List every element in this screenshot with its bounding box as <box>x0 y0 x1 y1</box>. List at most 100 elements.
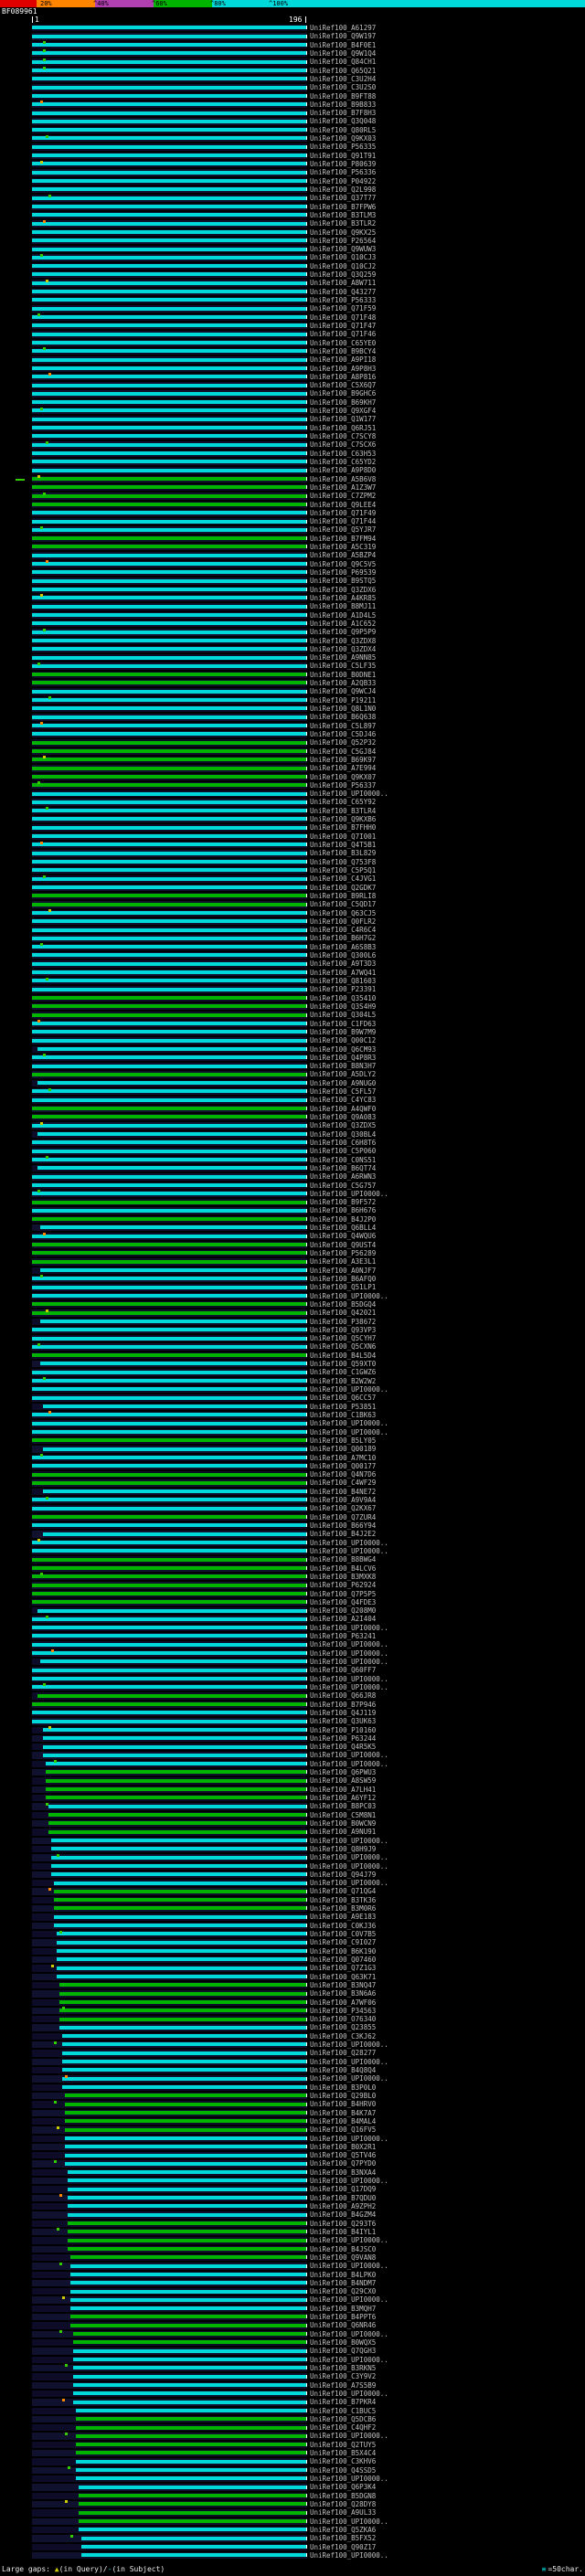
hit-bar[interactable] <box>32 1523 307 1528</box>
hit-bar[interactable] <box>32 1208 307 1213</box>
hit-bar[interactable] <box>32 229 307 234</box>
hit-label[interactable]: UniRef100_Q9KXB6 <box>310 815 377 824</box>
hit-label[interactable]: UniRef100_B4J2P0 <box>310 1214 377 1224</box>
hit-label[interactable]: UniRef100_A2QB33 <box>310 679 377 688</box>
hit-bar[interactable] <box>46 1770 307 1775</box>
hit-bar[interactable] <box>32 426 307 430</box>
hit-label[interactable]: UniRef100_C3KHV6 <box>310 2457 377 2466</box>
hit-label[interactable]: UniRef100_B6K190 <box>310 1946 377 1956</box>
hit-label[interactable]: UniRef100_C7ZPM2 <box>310 492 377 501</box>
hit-bar[interactable] <box>32 1123 307 1128</box>
hit-label[interactable]: UniRef100_Q3Q259 <box>310 270 377 280</box>
hit-bar[interactable] <box>68 2221 307 2226</box>
hit-bar[interactable] <box>32 298 307 302</box>
hit-label[interactable]: UniRef100_Q5CYH7 <box>310 1334 377 1343</box>
hit-bar[interactable] <box>32 1344 307 1349</box>
hit-bar[interactable] <box>46 1778 307 1783</box>
hit-bar[interactable] <box>32 221 307 226</box>
hit-label[interactable]: UniRef100_UPI0000.. <box>310 1546 388 1555</box>
hit-bar[interactable] <box>32 1038 307 1043</box>
hit-label[interactable]: UniRef100_A9NU91 <box>310 1828 377 1837</box>
hit-label[interactable]: UniRef100_P53851 <box>310 1402 377 1411</box>
hit-label[interactable]: UniRef100_P62924 <box>310 1581 377 1590</box>
hit-bar[interactable] <box>32 255 307 260</box>
hit-label[interactable]: UniRef100_P34563 <box>310 2006 377 2015</box>
hit-bar[interactable] <box>32 162 307 166</box>
hit-label[interactable]: UniRef100_Q00177 <box>310 1461 377 1470</box>
hit-label[interactable]: UniRef100_A1Z3W7 <box>310 482 377 492</box>
hit-bar[interactable] <box>32 400 307 405</box>
hit-label[interactable]: UniRef100_Q7I001 <box>310 832 377 841</box>
hit-bar[interactable] <box>32 945 307 949</box>
hit-label[interactable]: UniRef100_B4NDM7 <box>310 2278 377 2287</box>
hit-bar[interactable] <box>32 1089 307 1094</box>
hit-label[interactable]: UniRef100_UPI0000.. <box>310 1853 388 1862</box>
hit-label[interactable]: UniRef100_B4K7A7 <box>310 2108 377 2117</box>
hit-bar[interactable] <box>32 1395 307 1400</box>
hit-label[interactable]: UniRef100_B7FM94 <box>310 534 377 543</box>
hit-label[interactable]: UniRef100_UPI0000.. <box>310 1648 388 1658</box>
hit-label[interactable]: UniRef100_B4HRV0 <box>310 2100 377 2109</box>
hit-bar[interactable] <box>32 1370 307 1374</box>
hit-label[interactable]: UniRef100_B3P0L0 <box>310 2083 377 2092</box>
hit-bar[interactable] <box>32 681 307 685</box>
hit-label[interactable]: UniRef100_A7MC10 <box>310 1453 377 1462</box>
hit-label[interactable]: UniRef100_Q30BL4 <box>310 1129 377 1139</box>
hit-label[interactable]: UniRef100_Q9KX03 <box>310 134 377 143</box>
hit-bar[interactable] <box>32 630 307 634</box>
hit-bar[interactable] <box>43 1736 307 1741</box>
hit-label[interactable]: UniRef100_Q81603 <box>310 977 377 985</box>
hit-bar[interactable] <box>32 1574 307 1579</box>
hit-label[interactable]: UniRef100_B7FPW6 <box>310 202 377 211</box>
hit-label[interactable]: UniRef100_Q35410 <box>310 993 377 1002</box>
hit-bar[interactable] <box>32 1234 307 1238</box>
hit-bar[interactable] <box>32 1557 307 1562</box>
hit-label[interactable]: UniRef100_Q9WCJ4 <box>310 687 377 696</box>
hit-bar[interactable] <box>32 1157 307 1161</box>
hit-bar[interactable] <box>32 936 307 940</box>
hit-label[interactable]: UniRef100_A7WQ41 <box>310 968 377 977</box>
hit-label[interactable]: UniRef100_A7LH41 <box>310 1785 377 1794</box>
hit-bar[interactable] <box>32 1634 307 1638</box>
hit-bar[interactable] <box>62 2060 307 2064</box>
hit-label[interactable]: UniRef100_Q7P5P5 <box>310 1589 377 1598</box>
hit-bar[interactable] <box>32 1259 307 1264</box>
hit-label[interactable]: UniRef100_A1D4L5 <box>310 610 377 620</box>
hit-label[interactable]: UniRef100_A3E3L1 <box>310 1257 377 1267</box>
hit-label[interactable]: UniRef100_Q42021 <box>310 1309 377 1318</box>
hit-label[interactable]: UniRef100_Q9UST4 <box>310 1240 377 1249</box>
hit-label[interactable]: UniRef100_Q293T6 <box>310 2219 377 2228</box>
hit-bar[interactable] <box>32 1668 307 1672</box>
hit-bar[interactable] <box>32 1701 307 1706</box>
hit-label[interactable]: UniRef100_C5P060 <box>310 1147 377 1156</box>
hit-label[interactable]: UniRef100_Q17DQ9 <box>310 2185 377 2194</box>
hit-label[interactable]: UniRef100_A9NUG0 <box>310 1078 377 1087</box>
hit-bar[interactable] <box>32 860 307 864</box>
hit-bar[interactable] <box>32 451 307 456</box>
hit-label[interactable]: UniRef100_C3U2S0 <box>310 83 377 92</box>
hit-label[interactable]: UniRef100_Q4N7D6 <box>310 1470 377 1479</box>
hit-bar[interactable] <box>32 621 307 626</box>
hit-label[interactable]: UniRef100_B3TLR2 <box>310 219 377 228</box>
hit-bar[interactable] <box>43 1447 307 1451</box>
hit-bar[interactable] <box>32 604 307 609</box>
hit-bar[interactable] <box>32 562 307 567</box>
hit-label[interactable]: UniRef100_Q63CJ5 <box>310 908 377 917</box>
hit-bar[interactable] <box>32 128 307 133</box>
hit-label[interactable]: UniRef100_A9P8H3 <box>310 364 377 373</box>
hit-label[interactable]: UniRef100_C1GWZ6 <box>310 1368 377 1377</box>
hit-label[interactable]: UniRef100_P26564 <box>310 236 377 245</box>
hit-bar[interactable] <box>51 1863 307 1868</box>
hit-label[interactable]: UniRef100_B9STQ5 <box>310 577 377 586</box>
hit-label[interactable]: UniRef100_P56336 <box>310 168 377 177</box>
hit-label[interactable]: UniRef100_B4JSC0 <box>310 2244 377 2253</box>
hit-bar[interactable] <box>65 2094 307 2098</box>
hit-bar[interactable] <box>32 136 307 141</box>
hit-bar[interactable] <box>76 2459 307 2464</box>
hit-bar[interactable] <box>32 612 307 617</box>
hit-bar[interactable] <box>51 1855 307 1860</box>
hit-label[interactable]: UniRef100_B66Y94 <box>310 1521 377 1530</box>
hit-bar[interactable] <box>32 706 307 711</box>
hit-bar[interactable] <box>32 1387 307 1392</box>
hit-bar[interactable] <box>32 460 307 464</box>
